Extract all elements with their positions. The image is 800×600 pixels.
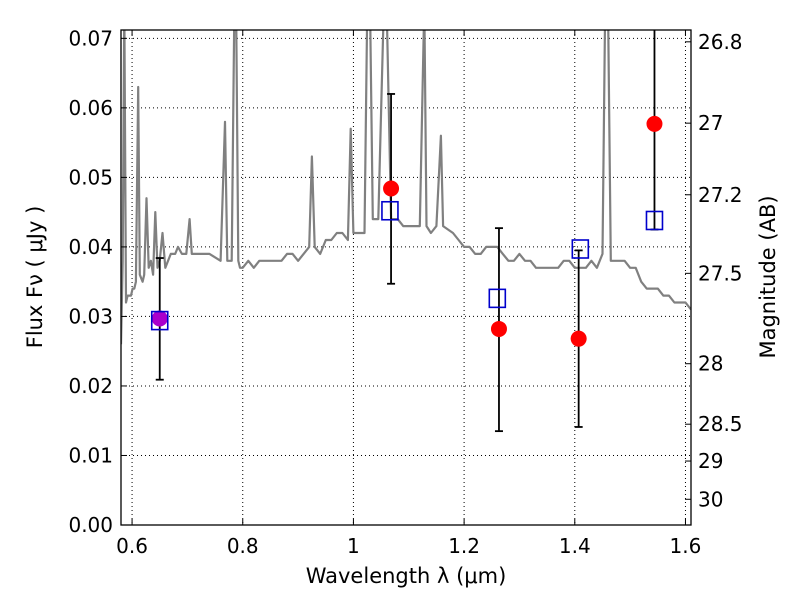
axis-ticks <box>121 30 691 526</box>
x-tick-label: 1 <box>347 534 360 558</box>
right-tick-label: 28.5 <box>698 412 743 436</box>
x-tick-label: 1.2 <box>448 534 480 558</box>
right-tick-label: 30 <box>698 487 723 511</box>
model-spectrum-line <box>121 30 691 345</box>
model-square <box>150 310 169 331</box>
right-tick-labels: 26.8 27 27.2 27.5 28 28.5 29 30 <box>698 30 743 511</box>
observed-point <box>646 115 663 132</box>
x-axis-title: Wavelength λ (μm) <box>306 564 507 588</box>
observed-point <box>383 180 400 197</box>
right-tick-label: 26.8 <box>698 30 743 54</box>
x-tick-labels: 0.6 0.8 1 1.2 1.4 1.6 <box>116 534 701 558</box>
right-tick-label: 27 <box>698 111 723 135</box>
model-square <box>488 288 507 309</box>
y-tick-label: 0.01 <box>68 443 113 467</box>
right-tick-label: 28 <box>698 352 723 376</box>
y-tick-label: 0.05 <box>68 165 113 189</box>
x-tick-label: 1.6 <box>670 534 702 558</box>
model-square <box>645 210 664 231</box>
right-tick-label: 27.2 <box>698 183 743 207</box>
y-tick-labels: 0.00 0.01 0.02 0.03 0.04 0.05 0.06 0.07 <box>68 26 113 537</box>
y-tick-label: 0.06 <box>68 96 113 120</box>
observed-point <box>570 330 587 347</box>
x-tick-label: 0.8 <box>227 534 259 558</box>
y-axis-title-right: Magnitude (AB) <box>756 195 780 358</box>
y-axis-title-left: Flux Fν ( μJy ) <box>23 206 47 349</box>
y-tick-label: 0.04 <box>68 235 113 259</box>
x-tick-label: 0.6 <box>116 534 148 558</box>
x-tick-label: 1.4 <box>559 534 591 558</box>
y-tick-label: 0.07 <box>68 26 113 50</box>
model-square <box>381 200 399 221</box>
observed-point <box>151 310 168 327</box>
y-tick-label: 0.02 <box>68 374 113 398</box>
observed-point <box>490 320 507 337</box>
right-tick-label: 29 <box>698 449 723 473</box>
model-squares <box>150 200 664 331</box>
plot-frame <box>120 29 692 526</box>
grid-lines <box>121 30 691 526</box>
y-tick-label: 0.03 <box>68 304 113 328</box>
observed-points <box>151 115 663 347</box>
y-tick-label: 0.00 <box>68 513 113 537</box>
model-square <box>571 239 590 259</box>
right-tick-label: 27.5 <box>698 261 743 285</box>
